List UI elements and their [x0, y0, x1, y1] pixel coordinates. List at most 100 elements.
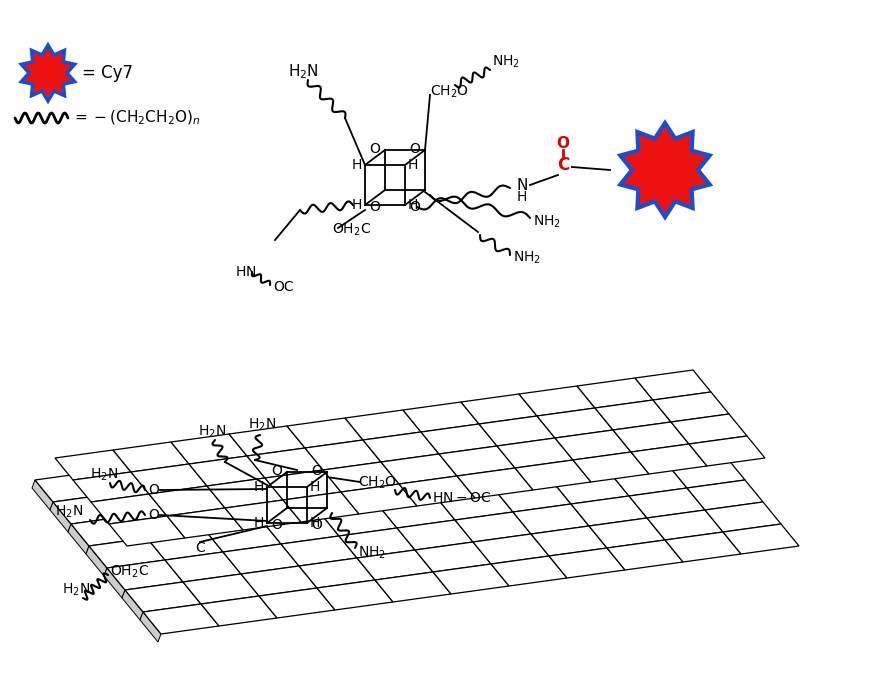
Polygon shape — [514, 460, 590, 490]
Text: $\mathrm{H_2N}$: $\mathrm{H_2N}$ — [248, 417, 275, 433]
Polygon shape — [149, 486, 225, 516]
Text: O: O — [369, 200, 380, 214]
Polygon shape — [419, 468, 494, 498]
Polygon shape — [285, 462, 361, 492]
Polygon shape — [534, 452, 610, 482]
Polygon shape — [496, 438, 573, 468]
Text: $\mathrm{CH_2O}$: $\mathrm{CH_2O}$ — [357, 475, 396, 491]
Polygon shape — [201, 596, 276, 626]
Polygon shape — [35, 472, 111, 502]
Polygon shape — [122, 590, 143, 620]
Text: $\mathrm{HN}$: $\mathrm{HN}$ — [235, 265, 256, 279]
Polygon shape — [229, 426, 305, 456]
Polygon shape — [316, 580, 393, 610]
Polygon shape — [73, 472, 149, 502]
Polygon shape — [704, 502, 780, 532]
Polygon shape — [345, 410, 421, 440]
Polygon shape — [402, 402, 479, 432]
Polygon shape — [131, 464, 207, 494]
Polygon shape — [499, 408, 574, 438]
Polygon shape — [594, 400, 670, 430]
Polygon shape — [171, 434, 247, 464]
Polygon shape — [379, 498, 454, 528]
Text: $\mathrm{H_2N}$: $\mathrm{H_2N}$ — [90, 467, 118, 483]
Polygon shape — [222, 544, 299, 574]
Polygon shape — [325, 432, 401, 462]
Polygon shape — [125, 582, 201, 612]
Text: $\mathrm{H_2N}$: $\mathrm{H_2N}$ — [288, 63, 318, 81]
Polygon shape — [342, 454, 419, 484]
Text: = Cy7: = Cy7 — [82, 64, 133, 82]
Polygon shape — [143, 604, 219, 634]
Text: H: H — [351, 198, 362, 212]
Polygon shape — [459, 438, 534, 468]
Polygon shape — [91, 494, 167, 524]
Polygon shape — [187, 500, 262, 530]
Polygon shape — [167, 508, 242, 538]
Polygon shape — [516, 430, 593, 460]
Polygon shape — [670, 414, 746, 444]
Polygon shape — [361, 476, 436, 506]
Polygon shape — [576, 378, 653, 408]
Polygon shape — [630, 444, 706, 474]
Polygon shape — [519, 386, 594, 416]
Polygon shape — [225, 500, 301, 530]
Polygon shape — [341, 484, 416, 514]
Polygon shape — [381, 454, 456, 484]
Polygon shape — [530, 526, 607, 556]
Polygon shape — [299, 558, 375, 588]
Text: C: C — [195, 541, 204, 555]
Text: O: O — [369, 142, 380, 156]
Text: O: O — [311, 464, 322, 478]
Polygon shape — [282, 492, 359, 522]
Polygon shape — [396, 520, 473, 550]
Polygon shape — [473, 534, 548, 564]
Text: H: H — [408, 198, 418, 212]
Text: H: H — [254, 516, 264, 530]
Polygon shape — [607, 540, 682, 570]
Text: $\mathrm{H_2N}$: $\mathrm{H_2N}$ — [55, 504, 83, 521]
Polygon shape — [89, 538, 165, 568]
Polygon shape — [553, 474, 628, 504]
Polygon shape — [421, 424, 496, 454]
Polygon shape — [433, 564, 508, 594]
Polygon shape — [614, 392, 690, 422]
Polygon shape — [265, 470, 341, 500]
Text: O: O — [311, 518, 322, 532]
Text: $= -(\mathrm{CH_2CH_2O})_n$: $= -(\mathrm{CH_2CH_2O})_n$ — [72, 109, 201, 127]
Polygon shape — [375, 572, 450, 602]
Polygon shape — [554, 430, 630, 460]
Text: H: H — [254, 480, 264, 494]
Polygon shape — [415, 542, 490, 572]
Text: H: H — [309, 480, 320, 494]
Polygon shape — [22, 45, 75, 101]
Polygon shape — [620, 123, 709, 217]
Polygon shape — [207, 478, 282, 508]
Polygon shape — [494, 482, 570, 512]
Polygon shape — [513, 504, 588, 534]
Text: $\mathrm{OH_2C}$: $\mathrm{OH_2C}$ — [109, 564, 149, 580]
Polygon shape — [267, 440, 342, 470]
Text: $\mathrm{NH_2}$: $\mathrm{NH_2}$ — [513, 250, 541, 266]
Polygon shape — [399, 476, 474, 506]
Polygon shape — [321, 506, 396, 536]
Polygon shape — [205, 522, 281, 552]
Polygon shape — [53, 494, 129, 524]
Polygon shape — [436, 490, 513, 520]
Polygon shape — [610, 466, 687, 496]
Polygon shape — [574, 422, 650, 452]
Polygon shape — [140, 612, 161, 642]
Polygon shape — [588, 518, 664, 548]
Polygon shape — [151, 456, 227, 486]
Text: $\mathrm{H_2N}$: $\mathrm{H_2N}$ — [62, 582, 90, 598]
Text: O: O — [271, 518, 282, 532]
Polygon shape — [109, 516, 185, 546]
Polygon shape — [129, 508, 205, 538]
Polygon shape — [382, 424, 459, 454]
Polygon shape — [536, 408, 613, 438]
Polygon shape — [339, 528, 415, 558]
Polygon shape — [104, 568, 125, 598]
Text: $\mathrm{OH_2C}$: $\mathrm{OH_2C}$ — [332, 222, 370, 238]
Polygon shape — [55, 450, 131, 480]
Polygon shape — [439, 446, 514, 476]
